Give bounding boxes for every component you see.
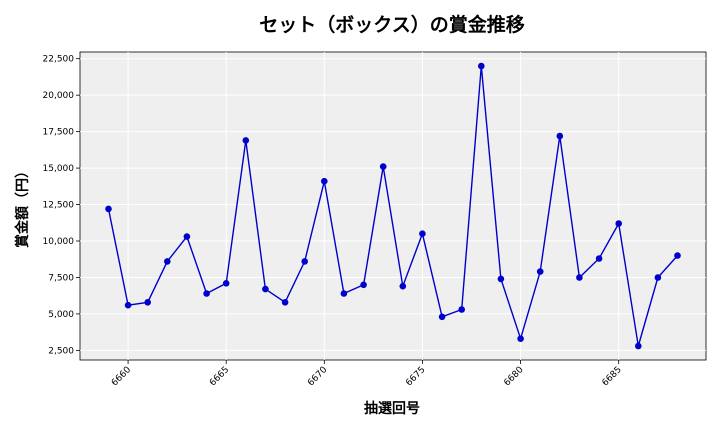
data-point xyxy=(536,268,544,275)
data-point xyxy=(497,275,505,283)
x-tick-label: 6685 xyxy=(601,365,624,388)
data-point xyxy=(595,255,603,262)
x-tick-label: 6680 xyxy=(502,365,525,388)
y-axis-ticks: 2,500 5,000 7,500 10,000 12,500 15,000 17,500 2… xyxy=(43,55,80,356)
y-tick-label: 2,500 xyxy=(48,346,74,356)
data-point xyxy=(124,301,132,309)
data-point xyxy=(556,132,564,140)
y-tick-label: 15,000 xyxy=(43,164,75,174)
y-tick-label: 17,500 xyxy=(43,128,75,138)
data-point xyxy=(242,137,250,144)
data-point xyxy=(458,306,466,313)
data-point xyxy=(262,285,269,293)
data-point xyxy=(615,220,622,227)
data-point xyxy=(360,281,367,289)
y-tick-label: 12,500 xyxy=(43,201,75,211)
plot-area xyxy=(79,51,707,361)
data-point xyxy=(576,274,583,281)
data-point xyxy=(478,62,485,70)
x-tick-label: 6665 xyxy=(208,365,231,388)
chart-title: セット（ボックス）の賞金推移 xyxy=(259,13,524,36)
data-point xyxy=(321,177,328,185)
x-tick-label: 6670 xyxy=(306,365,329,388)
data-point xyxy=(144,299,151,306)
y-tick-label: 10,000 xyxy=(43,237,75,247)
data-point xyxy=(674,252,681,259)
data-point xyxy=(222,280,230,287)
data-point xyxy=(399,282,407,290)
grid-lines xyxy=(80,52,706,360)
x-tick-label: 6675 xyxy=(404,365,427,388)
x-tick-label: 6660 xyxy=(110,365,133,388)
data-point xyxy=(438,313,446,321)
data-point xyxy=(105,205,112,213)
x-axis-label: 抽選回号 xyxy=(364,400,420,417)
data-point xyxy=(164,258,171,265)
data-point xyxy=(183,233,191,240)
y-tick-label: 5,000 xyxy=(48,310,74,320)
data-point xyxy=(419,230,426,237)
data-point xyxy=(379,163,387,170)
y-tick-label: 7,500 xyxy=(48,273,74,283)
data-point xyxy=(281,299,289,306)
data-point xyxy=(203,290,210,297)
data-point xyxy=(635,342,642,350)
data-point xyxy=(517,335,524,343)
y-axis-label: 賞金額（円） xyxy=(14,164,31,248)
data-point xyxy=(340,290,348,297)
series-line xyxy=(107,65,679,347)
data-points xyxy=(105,62,681,350)
x-axis-ticks: 6660 6665 6670 6675 6680 6685 xyxy=(110,360,624,388)
data-point xyxy=(301,258,309,265)
data-point xyxy=(654,274,662,281)
y-tick-label: 22,500 xyxy=(43,55,75,65)
y-tick-label: 20,000 xyxy=(43,91,75,101)
